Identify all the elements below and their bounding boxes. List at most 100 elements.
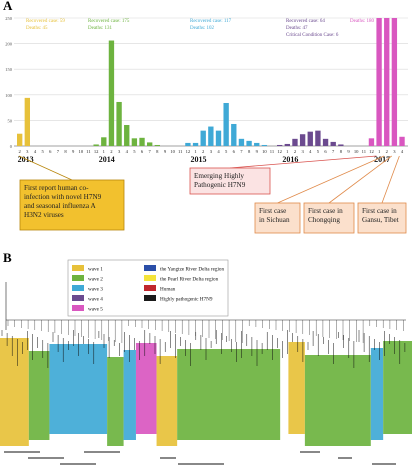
legend-swatch — [144, 285, 156, 291]
bar-wave-4 — [330, 141, 336, 146]
callout-text: in Sichuan — [259, 216, 290, 224]
month-tick-label: 3 — [118, 149, 121, 154]
bar-wave-4 — [315, 130, 321, 146]
legend-label: the Pearl River Delta region — [160, 277, 219, 283]
legend-swatch — [144, 275, 156, 281]
panel-b-phylogenetic-tree: wave 1 wave 2 wave 3 wave 4 wave 5 the Yangtz… — [0, 259, 412, 465]
bar-wave-2 — [101, 137, 107, 146]
bar-wave-2 — [108, 40, 115, 146]
callout-text: First case in — [362, 207, 397, 215]
callout-text: First report human co- — [24, 184, 89, 192]
month-tick-label: 9 — [347, 149, 350, 154]
bar-wave-4 — [338, 144, 344, 146]
callout-text: and seasonal influenza A — [24, 202, 96, 210]
panel-a-label: A — [3, 0, 13, 13]
month-tick-label: 5 — [317, 149, 320, 154]
annotation-text: Recovered case: 117 — [190, 19, 232, 24]
month-tick-label: 1 — [286, 149, 289, 154]
month-tick-label: 8 — [248, 149, 251, 154]
month-tick-label: 3 — [26, 149, 29, 154]
month-tick-label: 8 — [156, 149, 159, 154]
legend-swatch — [72, 275, 84, 281]
month-tick-label: 6 — [141, 149, 144, 154]
year-label: 2015 — [191, 155, 207, 164]
bar-wave-2 — [147, 142, 153, 146]
y-tick-label: 0 — [10, 144, 13, 149]
callout-text: First case in — [308, 207, 343, 215]
y-tick-label: 250 — [5, 16, 13, 21]
y-tick-label: 100 — [5, 93, 13, 98]
legend-label: Highly pathogenic H7N9 — [160, 297, 213, 303]
bar-wave-4 — [284, 143, 290, 146]
month-tick-label: 4 — [34, 149, 37, 154]
bar-wave-3 — [254, 142, 260, 146]
bar-wave-5 — [376, 18, 382, 146]
bar-wave-3 — [261, 144, 268, 146]
callout-text: Emerging Highly — [194, 172, 244, 180]
month-tick-label: 12 — [94, 149, 99, 154]
month-tick-label: 10 — [170, 149, 175, 154]
bar-wave-5 — [384, 18, 390, 146]
bar-wave-5 — [399, 136, 405, 146]
month-tick-label: 10 — [354, 149, 359, 154]
month-tick-label: 2 — [386, 149, 389, 154]
annotation-text: Critical Condition Case: 6 — [286, 33, 339, 38]
callout-box — [189, 167, 271, 195]
bar-wave-2 — [93, 144, 99, 146]
callout-pointer — [229, 155, 377, 169]
legend-swatch — [72, 295, 84, 301]
month-tick-label: 12 — [369, 149, 374, 154]
bar-wave-1 — [17, 133, 23, 146]
callout-text: First case — [259, 207, 286, 215]
month-tick-label: 11 — [362, 149, 367, 154]
tip-block — [123, 350, 136, 440]
y-tick-label: 200 — [5, 42, 13, 47]
bar-wave-1 — [24, 97, 30, 146]
legend-swatch — [144, 295, 156, 301]
year-label: 2016 — [282, 155, 298, 164]
annotation-text: Deaths: 45 — [26, 26, 48, 31]
tip-block — [156, 356, 178, 446]
legend-swatch — [72, 285, 84, 291]
month-tick-label: 10 — [262, 149, 267, 154]
month-tick-label: 8 — [340, 149, 343, 154]
callout-text: Pathogenic H7N9 — [194, 181, 246, 189]
legend-label: wave 4 — [88, 297, 103, 303]
callout-text: Chongqing — [308, 216, 340, 224]
annotation-text: Recovered case: 59 — [26, 19, 65, 24]
month-tick-label: 3 — [393, 149, 396, 154]
month-tick-label: 2 — [202, 149, 205, 154]
callout-pointer — [328, 155, 392, 204]
month-tick-label: 8 — [64, 149, 67, 154]
tip-block — [0, 338, 29, 446]
bar-wave-2 — [154, 144, 160, 146]
year-label: 2013 — [18, 155, 34, 164]
month-tick-label: 9 — [256, 149, 259, 154]
bar-wave-4 — [299, 134, 306, 146]
legend-label: Human — [160, 287, 176, 293]
month-tick-label: 7 — [57, 149, 60, 154]
month-tick-label: 6 — [324, 149, 327, 154]
month-tick-label: 12 — [277, 149, 282, 154]
month-tick-label: 1 — [194, 149, 197, 154]
bar-wave-3 — [215, 130, 222, 146]
bar-wave-3 — [223, 102, 229, 146]
legend-label: wave 5 — [88, 307, 103, 313]
month-tick-label: 4 — [309, 149, 312, 154]
y-tick-label: 50 — [8, 118, 13, 123]
month-tick-label: 1 — [378, 149, 381, 154]
callout-box — [303, 202, 355, 234]
annotation-text: Recovered case: 175 — [88, 19, 130, 24]
callout-text: H3N2 viruses — [24, 211, 64, 219]
bar-wave-3 — [192, 142, 199, 146]
legend-swatch — [72, 265, 84, 271]
tip-block — [135, 343, 157, 434]
annotation-text: Deaths: 180 — [350, 19, 375, 24]
bar-wave-3 — [231, 123, 237, 146]
tip-block — [288, 342, 305, 434]
month-tick-label: 5 — [133, 149, 136, 154]
callout-pointer — [277, 155, 385, 204]
legend-label: wave 2 — [88, 277, 103, 283]
